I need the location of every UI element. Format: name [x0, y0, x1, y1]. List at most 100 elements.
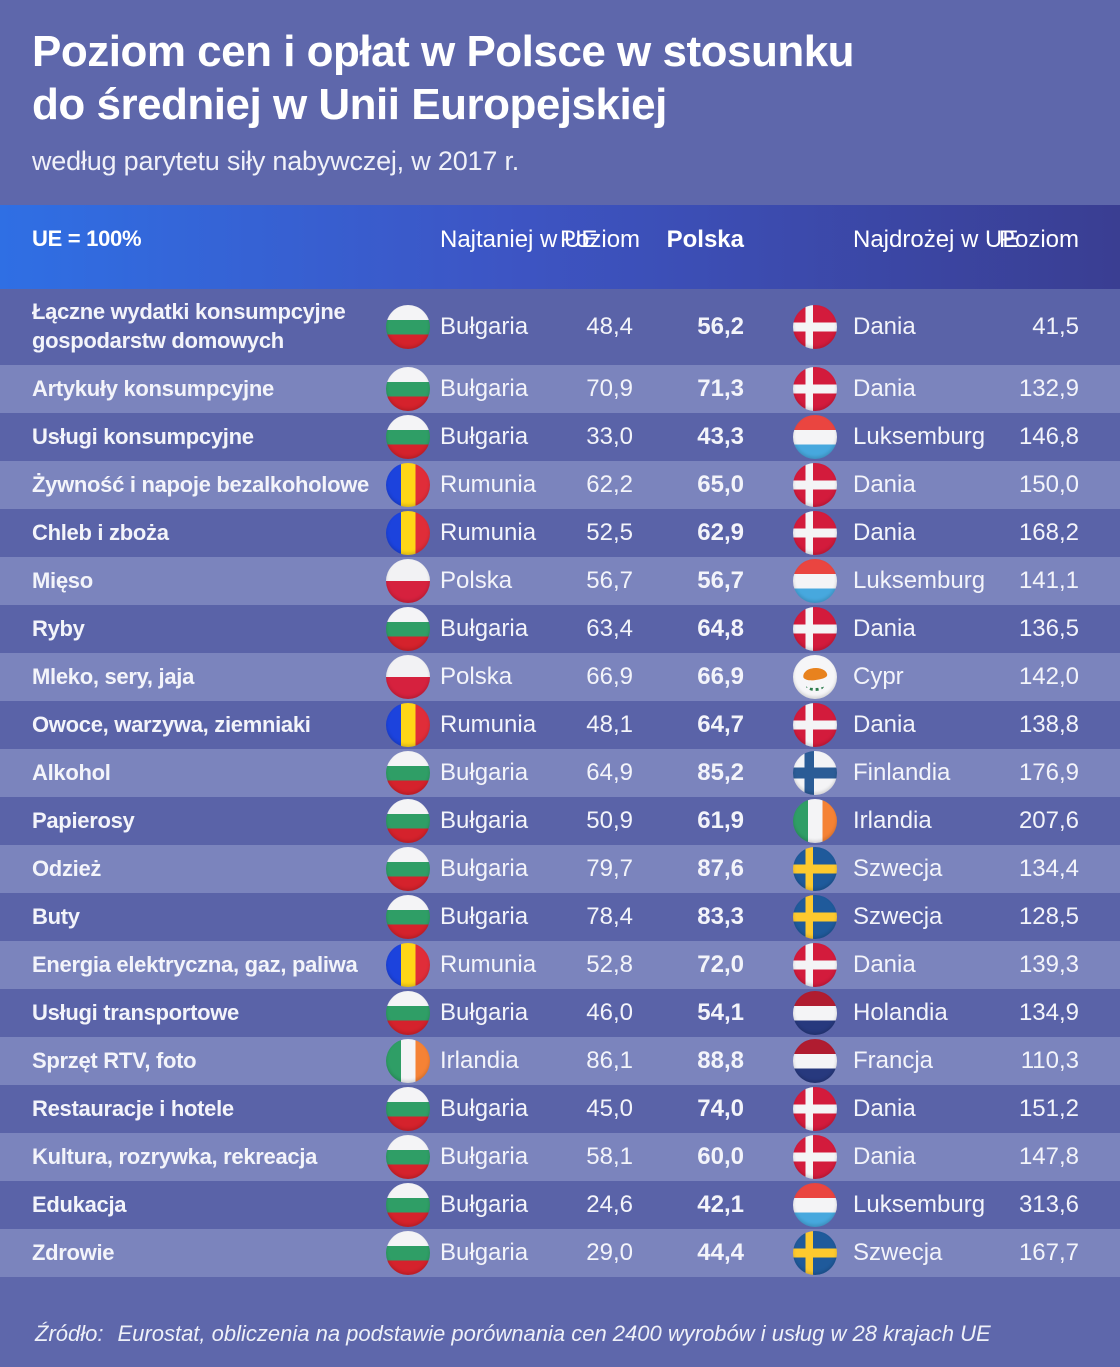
poland-level-value: 72,0	[697, 950, 744, 978]
expensive-country-label: Luksemburg	[853, 566, 986, 594]
expensive-level-value: 110,3	[1020, 1046, 1079, 1074]
cheapest-flag-cell	[380, 942, 435, 987]
table-row: Artykuły konsumpcyjne Bułgaria 70,9 71,3…	[0, 364, 1120, 413]
expensive-flag-cell	[785, 702, 845, 747]
expensive-country-label: Szwecja	[853, 902, 943, 930]
expensive-level-value: 150,0	[1018, 470, 1079, 498]
expensive-country-label: Luksemburg	[853, 1190, 986, 1218]
cheapest-country-label: Bułgaria	[440, 758, 529, 786]
poland-level-value: 88,8	[697, 1046, 744, 1074]
romania-flag-icon	[385, 702, 430, 747]
category-label: Chleb i zboża	[32, 519, 169, 545]
cheapest-level-value: 70,9	[586, 374, 633, 402]
cheapest-country-label: Irlandia	[440, 1046, 519, 1074]
category-label: Papierosy	[32, 807, 135, 833]
poland-level-value: 54,1	[697, 998, 744, 1026]
cheapest-flag-cell	[380, 990, 435, 1035]
cheapest-country-label: Bułgaria	[440, 374, 529, 402]
expensive-country-label: Cypr	[853, 662, 904, 690]
cheapest-flag-cell	[380, 1038, 435, 1083]
cheapest-flag-cell	[380, 1134, 435, 1179]
header-level-1-label: Poziom	[560, 225, 641, 253]
cheapest-flag-cell	[380, 702, 435, 747]
expensive-level-value: 128,5	[1018, 902, 1079, 930]
denmark-flag-icon	[793, 1086, 837, 1131]
poland-level-value: 87,6	[697, 854, 744, 882]
expensive-level-value: 142,0	[1018, 662, 1079, 690]
table-body: Łączne wydatki konsumpcyjne gospodarstw …	[0, 288, 1120, 1277]
expensive-country-label: Szwecja	[853, 854, 943, 882]
table-row: Energia elektryczna, gaz, paliwa Rumunia…	[0, 940, 1120, 989]
expensive-level-value: 134,4	[1018, 854, 1079, 882]
cheapest-level-value: 46,0	[586, 998, 633, 1026]
cheapest-flag-cell	[380, 654, 435, 699]
expensive-flag-cell	[785, 1134, 845, 1179]
denmark-flag-icon	[793, 510, 837, 555]
expensive-level-value: 138,8	[1018, 710, 1079, 738]
cheapest-flag-cell	[380, 1182, 435, 1227]
poland-level-value: 60,0	[697, 1142, 744, 1170]
cheapest-country-label: Polska	[440, 566, 513, 594]
poland-level-value: 43,3	[697, 422, 744, 450]
expensive-level-value: 132,9	[1018, 374, 1079, 402]
cheapest-country-label: Bułgaria	[440, 614, 529, 642]
cheapest-flag-cell	[380, 558, 435, 603]
table-row: Odzież Bułgaria 79,7 87,6 Szwecja 134,4	[0, 844, 1120, 893]
bulgaria-flag-icon	[385, 750, 430, 795]
poland-level-value: 42,1	[697, 1190, 744, 1218]
cheapest-level-value: 24,6	[586, 1190, 633, 1218]
expensive-country-label: Dania	[853, 518, 916, 546]
category-label: Owoce, warzywa, ziemniaki	[32, 711, 311, 737]
poland-level-value: 66,9	[697, 662, 744, 690]
expensive-flag-cell	[785, 750, 845, 795]
cheapest-flag-cell	[380, 894, 435, 939]
expensive-level-value: 313,6	[1018, 1190, 1079, 1218]
cheapest-country-label: Rumunia	[440, 518, 537, 546]
cheapest-flag-cell	[380, 462, 435, 507]
luxembourg-flag-icon	[793, 558, 837, 603]
cyprus-flag-icon	[793, 654, 837, 699]
denmark-flag-icon	[793, 1134, 837, 1179]
bulgaria-flag-icon	[385, 414, 430, 459]
header-flag-spacer-2	[785, 205, 845, 225]
cheapest-flag-cell	[380, 366, 435, 411]
category-label: Artykuły konsumpcyjne	[32, 375, 274, 401]
cheapest-country-label: Bułgaria	[440, 902, 529, 930]
header-flag-spacer	[380, 205, 435, 225]
table-row: Sprzęt RTV, foto Irlandia 86,1 88,8 Fran…	[0, 1036, 1120, 1085]
poland-level-value: 64,8	[697, 614, 744, 642]
denmark-flag-icon	[793, 462, 837, 507]
expensive-level-value: 176,9	[1018, 758, 1079, 786]
cheapest-flag-cell	[380, 1230, 435, 1275]
table-row: Mięso Polska 56,7 56,7 Luksemburg 141,1	[0, 556, 1120, 605]
cheapest-flag-cell	[380, 1086, 435, 1131]
table-row: Usługi transportowe Bułgaria 46,0 54,1 H…	[0, 988, 1120, 1037]
source-note: Źródło: Eurostat, obliczenia na podstawie…	[0, 1321, 1120, 1347]
cheapest-country-label: Bułgaria	[440, 1190, 529, 1218]
cheapest-level-value: 78,4	[586, 902, 633, 930]
table-row: Restauracje i hotele Bułgaria 45,0 74,0 …	[0, 1084, 1120, 1133]
bulgaria-flag-icon	[385, 1134, 430, 1179]
bulgaria-flag-icon	[385, 846, 430, 891]
expensive-flag-cell	[785, 894, 845, 939]
cheapest-level-value: 86,1	[586, 1046, 633, 1074]
expensive-flag-cell	[785, 846, 845, 891]
expensive-country-label: Luksemburg	[853, 422, 986, 450]
category-label: Ryby	[32, 615, 85, 641]
netherlands-flag-icon	[793, 990, 837, 1035]
poland-level-value: 65,0	[697, 470, 744, 498]
expensive-country-label: Dania	[853, 614, 916, 642]
denmark-flag-icon	[793, 942, 837, 987]
cheapest-level-value: 48,4	[586, 312, 633, 340]
cheapest-country-label: Bułgaria	[440, 1142, 529, 1170]
table-row: Żywność i napoje bezalkoholowe Rumunia 6…	[0, 460, 1120, 509]
category-label: Usługi transportowe	[32, 999, 239, 1025]
bulgaria-flag-icon	[385, 894, 430, 939]
cheapest-country-label: Bułgaria	[440, 312, 529, 340]
bulgaria-flag-icon	[385, 1230, 430, 1275]
category-label: Buty	[32, 903, 80, 929]
romania-flag-icon	[385, 510, 430, 555]
sweden-flag-icon	[793, 1230, 837, 1275]
poland-flag-icon	[385, 558, 430, 603]
expensive-level-value: 139,3	[1018, 950, 1079, 978]
